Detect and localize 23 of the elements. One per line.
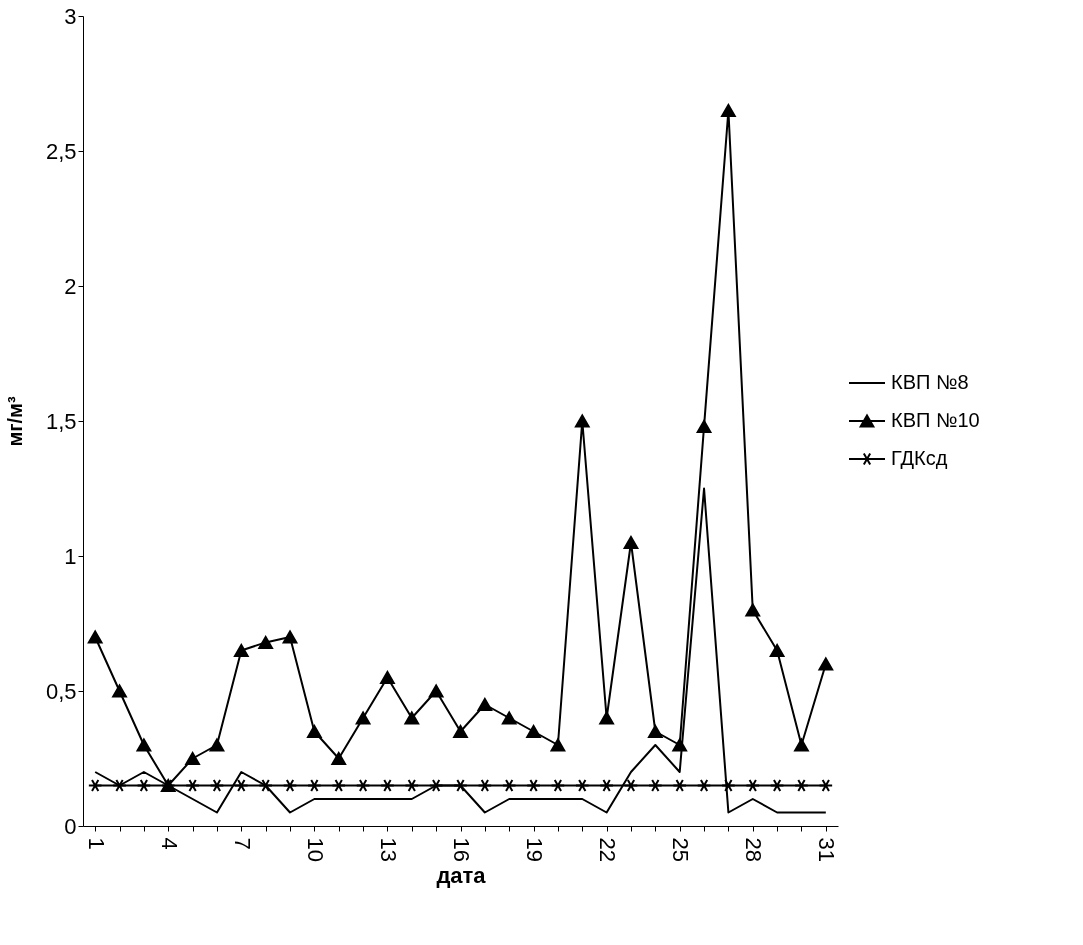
y-axis-title: мг/м³ xyxy=(3,396,26,447)
y-tick-label: 3 xyxy=(64,3,77,29)
x-tick-label: 28 xyxy=(741,837,767,862)
x-tick-label: 22 xyxy=(595,837,621,862)
y-tick-label: 0,5 xyxy=(45,678,77,704)
x-tick-label: 10 xyxy=(302,837,328,862)
y-tick-label: 1,5 xyxy=(45,408,77,434)
x-tick-label: 7 xyxy=(229,837,255,850)
y-tick-label: 1 xyxy=(64,543,77,569)
x-tick-label: 16 xyxy=(449,837,474,862)
y-tick-label: 2 xyxy=(64,273,77,299)
legend-label: ГДКсд xyxy=(891,447,948,469)
x-tick-label: 31 xyxy=(814,837,840,862)
legend-label: КВП №10 xyxy=(891,409,980,431)
x-axis-title: дата xyxy=(436,862,487,888)
x-tick-label: 13 xyxy=(375,837,401,862)
x-tick-label: 19 xyxy=(522,837,548,862)
legend-label: КВП №8 xyxy=(891,371,969,393)
x-tick-label: 1 xyxy=(83,837,109,850)
y-tick-label: 0 xyxy=(64,813,77,839)
x-tick-label: 4 xyxy=(156,837,182,850)
x-tick-label: 25 xyxy=(668,837,694,862)
y-tick-label: 2,5 xyxy=(45,138,77,164)
